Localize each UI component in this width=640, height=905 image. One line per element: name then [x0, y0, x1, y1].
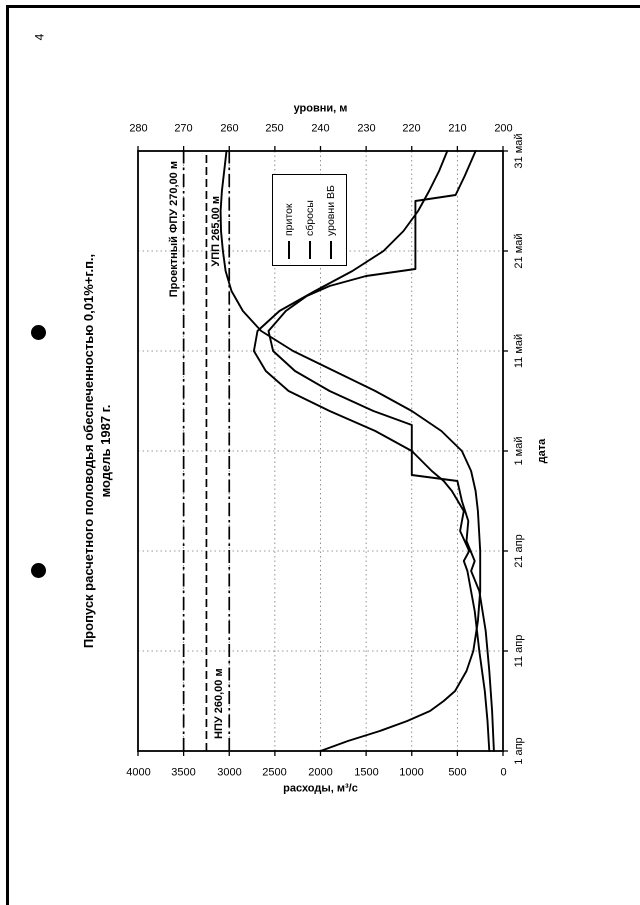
flood-hydrograph-chart: Пропуск расчетного половодья обеспеченно…	[78, 96, 558, 806]
ref-line-label-npu: НПУ 260,00 м	[213, 668, 226, 739]
plot-area	[137, 146, 508, 756]
legend-label: сбросы	[303, 200, 316, 236]
right-axis-tick-label: 260	[220, 122, 239, 135]
x-axis-tick-label: 21 апр	[513, 534, 525, 568]
ref-line-label-fpu: Проектный ФПУ 270,00 м	[167, 161, 180, 298]
legend-item-urovni-vb: уровни ВБ	[320, 181, 341, 259]
right-axis-tick-label: 240	[311, 122, 330, 135]
x-axis-tick-label: 1 май	[513, 436, 525, 466]
series-pritok	[252, 150, 491, 752]
right-axis-tick-label: 230	[356, 122, 376, 135]
punch-hole-bottom	[31, 563, 46, 578]
x-axis-tick-label: 31 май	[513, 133, 525, 169]
series-sbrosy	[267, 150, 495, 752]
x-axis-tick-label: 11 апр	[513, 634, 525, 668]
legend-label: приток	[282, 203, 295, 236]
left-axis-tick-label: 3000	[217, 766, 242, 779]
left-axis-tick-label: 3500	[171, 766, 196, 779]
x-axis-title: дата	[536, 438, 548, 464]
right-axis-tick-label: 270	[174, 122, 193, 135]
x-axis-tick-label: 11 май	[513, 333, 525, 369]
legend-label: уровни ВБ	[324, 185, 337, 236]
x-axis-tick-label: 21 май	[513, 233, 525, 269]
left-axis-tick-label: 4000	[125, 766, 151, 779]
page-number: 4	[32, 33, 47, 41]
left-axis-tick-label: 500	[448, 766, 467, 779]
punch-hole-top	[31, 325, 46, 340]
right-axis-tick-label: 220	[402, 122, 421, 135]
legend-line-sample	[287, 241, 290, 259]
scan-edge-left	[6, 5, 9, 905]
scan-edge-top	[6, 5, 640, 8]
ref-line-label-upp: УПП 265,00 м	[210, 196, 223, 267]
right-axis-tick-label: 210	[448, 122, 467, 135]
series-urovni-vb	[219, 150, 482, 752]
legend-line-sample	[329, 241, 332, 259]
right-axis-tick-label: 280	[128, 122, 148, 135]
legend-line-sample	[308, 241, 311, 259]
right-axis-title: уровни, м	[293, 102, 348, 115]
x-axis-tick-label: 1 апр	[513, 737, 525, 765]
right-axis-tick-label: 250	[265, 122, 285, 135]
left-axis-title: расходы, м³/с	[283, 782, 358, 795]
left-axis-tick-label: 1500	[353, 766, 379, 779]
legend-item-pritok: приток	[278, 181, 299, 259]
left-axis-tick-label: 2000	[308, 766, 333, 779]
left-axis-tick-label: 1000	[399, 766, 424, 779]
chart-legend: приток сбросы уровни ВБ	[272, 174, 347, 266]
legend-item-sbrosy: сбросы	[299, 181, 320, 259]
left-axis-tick-label: 2500	[262, 766, 288, 779]
